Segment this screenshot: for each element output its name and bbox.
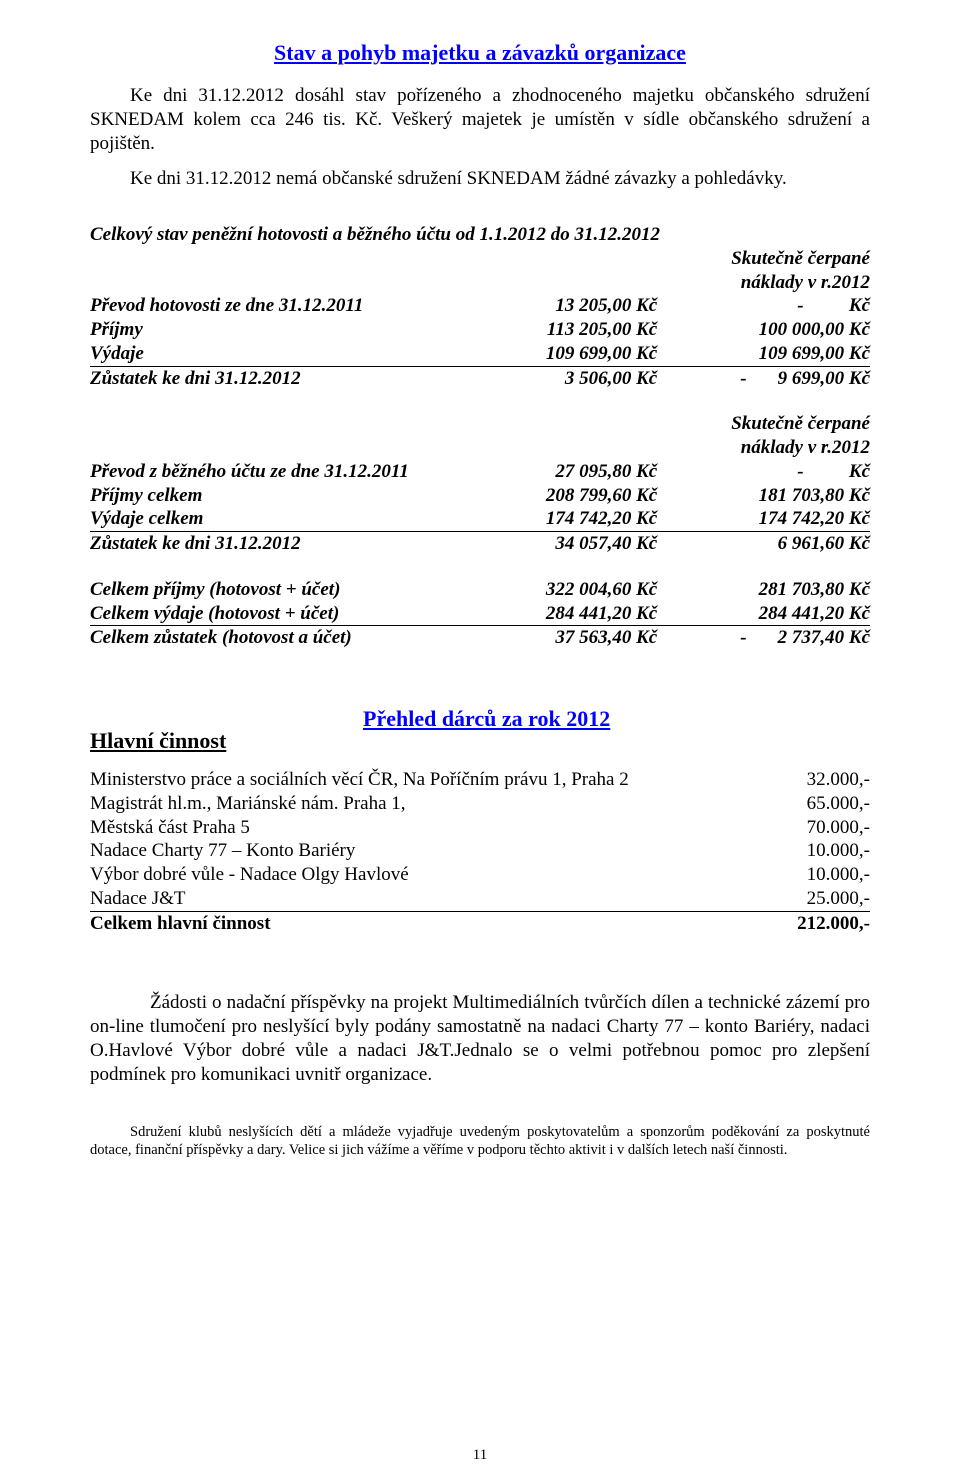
cell-value: 174 742,20 Kč — [464, 507, 667, 531]
table-caption-row: Skutečně čerpané náklady v r.2012 — [90, 412, 870, 460]
page-number: 11 — [0, 1447, 960, 1464]
cell-label: Převod hotovosti ze dne 31.12.2011 — [90, 294, 464, 318]
paragraph-2: Ke dni 31.12.2012 nemá občanské sdružení… — [90, 167, 870, 191]
caption-label: Skutečně čerpané náklady v r.2012 — [667, 247, 870, 295]
donor-total-label: Celkem hlavní činnost — [90, 911, 714, 935]
donor-table: Ministerstvo práce a sociálních věcí ČR,… — [90, 768, 870, 935]
table-row: Ministerstvo práce a sociálních věcí ČR,… — [90, 768, 870, 792]
cell-value: - Kč — [667, 294, 870, 318]
cell-value: - 9 699,00 Kč — [667, 366, 870, 390]
cell-value: 281 703,80 Kč — [667, 578, 870, 602]
table-row: Příjmy celkem 208 799,60 Kč 181 703,80 K… — [90, 484, 870, 508]
table-row: Zůstatek ke dni 31.12.2012 34 057,40 Kč … — [90, 532, 870, 556]
donor-amount: 65.000,- — [714, 792, 870, 816]
donor-amount: 10.000,- — [714, 839, 870, 863]
table-totals: Celkem příjmy (hotovost + účet) 322 004,… — [90, 578, 870, 650]
cell-value: - 2 737,40 Kč — [667, 626, 870, 650]
cell-value: 174 742,20 Kč — [667, 507, 870, 531]
cell-value: 284 441,20 Kč — [464, 602, 667, 626]
table-row: Příjmy 113 205,00 Kč 100 000,00 Kč — [90, 318, 870, 342]
sub-heading-main-activity: Hlavní činnost — [90, 728, 363, 754]
donor-name: Výbor dobré vůle - Nadace Olgy Havlové — [90, 863, 714, 887]
table-row: Převod hotovosti ze dne 31.12.2011 13 20… — [90, 294, 870, 318]
cell-label: Výdaje celkem — [90, 507, 464, 531]
cell-value: 13 205,00 Kč — [464, 294, 667, 318]
table-row: Nadace Charty 77 – Konto Bariéry 10.000,… — [90, 839, 870, 863]
cash-heading: Celkový stav peněžní hotovosti a běžného… — [90, 223, 870, 247]
table-row: Výdaje 109 699,00 Kč 109 699,00 Kč — [90, 342, 870, 366]
table-caption-row: Skutečně čerpané náklady v r.2012 — [90, 247, 870, 295]
donor-name: Nadace J&T — [90, 887, 714, 911]
cell-label: Převod z běžného účtu ze dne 31.12.2011 — [90, 460, 464, 484]
cell-value: 181 703,80 Kč — [667, 484, 870, 508]
cell-value: 6 961,60 Kč — [667, 532, 870, 556]
cell-label: Zůstatek ke dni 31.12.2012 — [90, 532, 464, 556]
donor-amount: 25.000,- — [714, 887, 870, 911]
donor-name: Ministerstvo práce a sociálních věcí ČR,… — [90, 768, 714, 792]
donor-name: Nadace Charty 77 – Konto Bariéry — [90, 839, 714, 863]
paragraph-1: Ke dni 31.12.2012 dosáhl stav pořízeného… — [90, 84, 870, 155]
cell-value: 109 699,00 Kč — [667, 342, 870, 366]
cell-label: Příjmy — [90, 318, 464, 342]
donor-name: Městská část Praha 5 — [90, 816, 714, 840]
table-row: Zůstatek ke dni 31.12.2012 3 506,00 Kč -… — [90, 366, 870, 390]
cell-value: 3 506,00 Kč — [464, 366, 667, 390]
table-row-total: Celkem hlavní činnost 212.000,- — [90, 911, 870, 935]
table-row: Převod z běžného účtu ze dne 31.12.2011 … — [90, 460, 870, 484]
section-title-1: Stav a pohyb majetku a závazků organizac… — [90, 40, 870, 66]
cell-value: 322 004,60 Kč — [464, 578, 667, 602]
cell-label: Celkem příjmy (hotovost + účet) — [90, 578, 464, 602]
donor-total-amount: 212.000,- — [714, 911, 870, 935]
table-row: Celkem příjmy (hotovost + účet) 322 004,… — [90, 578, 870, 602]
cell-value: 208 799,60 Kč — [464, 484, 667, 508]
table-cash-2: Skutečně čerpané náklady v r.2012 Převod… — [90, 412, 870, 556]
paragraph-4-small: Sdružení klubů neslyšících dětí a mládež… — [90, 1123, 870, 1159]
table-row: Nadace J&T 25.000,- — [90, 887, 870, 911]
table-row: Celkem výdaje (hotovost + účet) 284 441,… — [90, 602, 870, 626]
document-page: Stav a pohyb majetku a závazků organizac… — [0, 0, 960, 1482]
cell-label: Zůstatek ke dni 31.12.2012 — [90, 366, 464, 390]
paragraph-3: Žádosti o nadační příspěvky na projekt M… — [90, 991, 870, 1086]
cell-label: Celkem výdaje (hotovost + účet) — [90, 602, 464, 626]
donor-amount: 10.000,- — [714, 863, 870, 887]
caption-label: Skutečně čerpané náklady v r.2012 — [667, 412, 870, 460]
cell-value: 113 205,00 Kč — [464, 318, 667, 342]
table-row: Celkem zůstatek (hotovost a účet) 37 563… — [90, 626, 870, 650]
table-row: Městská část Praha 5 70.000,- — [90, 816, 870, 840]
cell-value: 27 095,80 Kč — [464, 460, 667, 484]
donor-name: Magistrát hl.m., Mariánské nám. Praha 1, — [90, 792, 714, 816]
cell-value: - Kč — [667, 460, 870, 484]
cell-label: Výdaje — [90, 342, 464, 366]
section-title-2: Přehled dárců za rok 2012 — [363, 706, 870, 732]
table-row: Magistrát hl.m., Mariánské nám. Praha 1,… — [90, 792, 870, 816]
table-row: Výdaje celkem 174 742,20 Kč 174 742,20 K… — [90, 507, 870, 531]
cell-value: 109 699,00 Kč — [464, 342, 667, 366]
donor-amount: 32.000,- — [714, 768, 870, 792]
table-cash-1: Skutečně čerpané náklady v r.2012 Převod… — [90, 247, 870, 391]
cell-value: 34 057,40 Kč — [464, 532, 667, 556]
donor-amount: 70.000,- — [714, 816, 870, 840]
cell-value: 284 441,20 Kč — [667, 602, 870, 626]
cell-value: 37 563,40 Kč — [464, 626, 667, 650]
table-row: Výbor dobré vůle - Nadace Olgy Havlové 1… — [90, 863, 870, 887]
cell-value: 100 000,00 Kč — [667, 318, 870, 342]
cell-label: Celkem zůstatek (hotovost a účet) — [90, 626, 464, 650]
cell-label: Příjmy celkem — [90, 484, 464, 508]
